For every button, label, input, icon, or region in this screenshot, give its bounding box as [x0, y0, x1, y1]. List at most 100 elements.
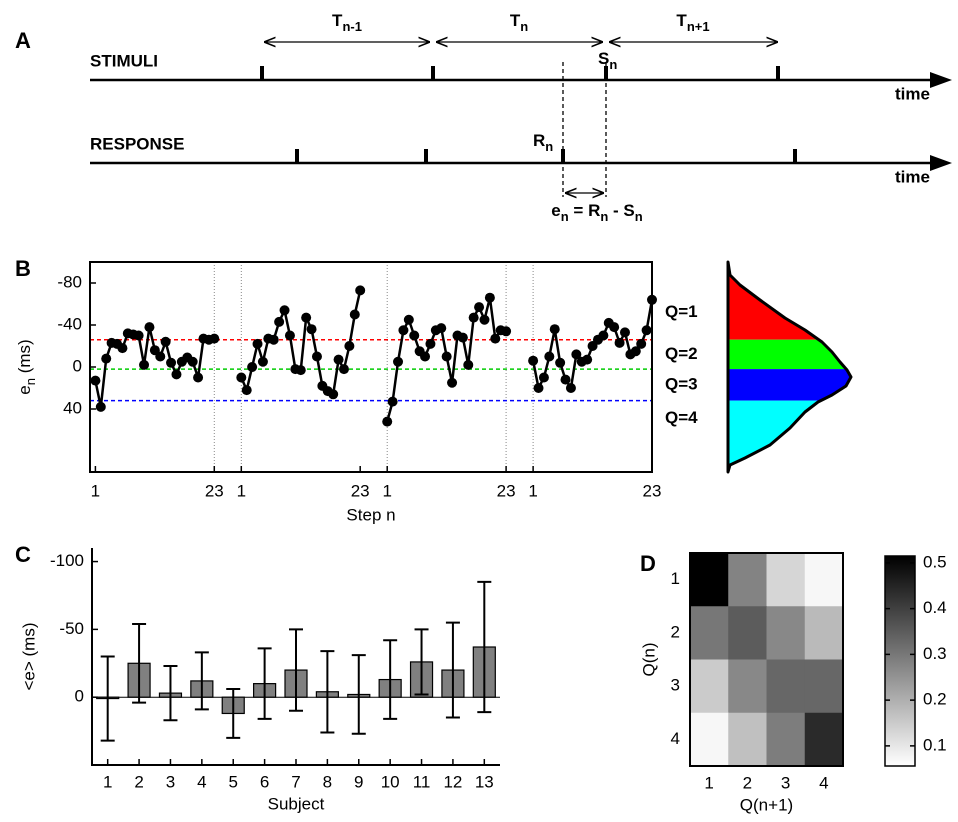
y-tick-label: 1 [671, 569, 680, 588]
colorbar [884, 555, 916, 767]
x-tick-label: 11 [413, 772, 431, 791]
data-point [252, 338, 263, 349]
data-point [306, 324, 317, 335]
x-axis-label: Step n [346, 505, 395, 524]
x-tick-label: 23 [351, 481, 370, 500]
x-tick-label: 1 [704, 773, 713, 792]
data-point [333, 354, 344, 365]
data-point [468, 312, 479, 323]
colorbar-tick-label: 0.5 [923, 552, 947, 571]
error-bar [226, 688, 241, 739]
heatmap-cell [804, 553, 844, 607]
error-bar [383, 639, 398, 720]
quantile-label: Q=2 [665, 344, 698, 363]
panel-label: C [15, 542, 31, 567]
data-point [295, 365, 306, 376]
heatmap-cell [804, 659, 844, 714]
data-point [501, 326, 512, 337]
y-axis-label-part: n [23, 378, 38, 385]
data-point [560, 374, 571, 385]
data-point [236, 372, 247, 383]
error-bar [132, 622, 147, 704]
error-bar [100, 655, 115, 742]
data-point [457, 332, 468, 343]
data-point [436, 323, 447, 334]
x-tick-label: 6 [260, 772, 269, 791]
y-tick-label: -100 [50, 551, 84, 570]
heatmap-cell [766, 659, 806, 714]
error-bar [163, 664, 178, 722]
data-point [490, 333, 501, 344]
data-point [171, 369, 182, 380]
heatmap-cell [804, 712, 844, 767]
y-axis-label: <e> (ms) [19, 622, 38, 690]
data-point [636, 338, 647, 349]
data-point [193, 372, 204, 383]
quantile-band [728, 262, 851, 340]
data-point [101, 353, 112, 364]
interval-label: Tn [510, 11, 528, 34]
stimulus-label: Sn [598, 49, 617, 72]
heatmap-cell [690, 553, 729, 607]
data-point [549, 324, 560, 335]
error-bar [257, 647, 272, 720]
data-point [349, 309, 360, 320]
error-bar [477, 580, 492, 714]
data-point [528, 355, 539, 366]
y-tick-label: -40 [57, 314, 82, 333]
x-tick-label: 8 [323, 772, 332, 791]
x-tick-label: 1 [237, 481, 246, 500]
x-tick-label: 1 [528, 481, 537, 500]
data-point [387, 396, 398, 407]
panel-label: A [15, 28, 31, 53]
y-tick-label: 0 [73, 356, 82, 375]
y-tick-label: 2 [671, 622, 680, 641]
data-point [441, 351, 452, 362]
heatmap-cell [728, 712, 767, 767]
data-point [403, 314, 414, 325]
interval-label: Tn-1 [332, 11, 362, 34]
x-tick-label: 3 [166, 772, 175, 791]
y-axis-label: en (ms) [15, 339, 38, 394]
data-point [598, 330, 609, 341]
data-point [241, 385, 252, 396]
data-point [247, 362, 258, 372]
data-point [479, 314, 490, 325]
heatmap-cell [728, 659, 767, 714]
data-point [187, 356, 198, 367]
data-point [328, 389, 339, 400]
y-tick-label: -80 [57, 272, 82, 291]
x-tick-label: 1 [382, 481, 391, 500]
heatmap-cell [690, 606, 729, 660]
data-point [484, 292, 495, 303]
data-point [338, 364, 349, 375]
arrowheads [930, 72, 952, 171]
quantile-band [728, 339, 851, 370]
data-point [609, 322, 620, 333]
x-tick-label: 1 [103, 772, 112, 791]
quantile-label: Q=1 [665, 302, 698, 321]
data-point [139, 359, 150, 370]
interval-arrows [264, 42, 778, 197]
timelines [90, 78, 935, 165]
data-point [474, 302, 485, 313]
panel-label: B [15, 256, 31, 281]
data-point [117, 343, 128, 354]
error-bar [445, 621, 460, 719]
x-axis-label: Subject [268, 794, 325, 813]
data-point [538, 372, 549, 383]
colorbar-tick-label: 0.1 [923, 735, 947, 754]
row-label: STIMULI [90, 51, 158, 70]
data-point [619, 327, 630, 338]
distribution-outline [726, 260, 853, 474]
colorbar-tick-label: 0.4 [923, 598, 947, 617]
y-tick-label: 40 [63, 398, 82, 417]
x-tick-label: 7 [291, 772, 300, 791]
x-tick-label: 23 [643, 481, 662, 500]
data-point [311, 351, 322, 362]
data-point [166, 357, 177, 368]
x-tick-label: 3 [781, 773, 790, 792]
y-tick-label: 3 [671, 676, 680, 695]
data-point [160, 336, 171, 347]
colorbar-tick-label: 0.2 [923, 690, 947, 709]
